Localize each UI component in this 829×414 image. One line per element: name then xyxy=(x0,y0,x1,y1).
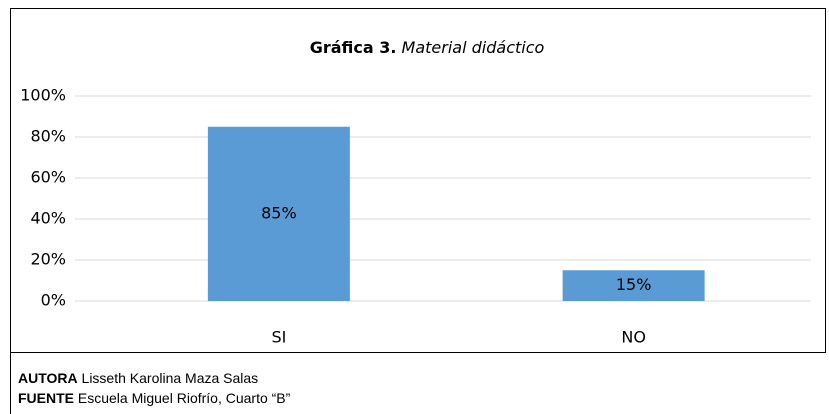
y-tick-label: 20% xyxy=(30,250,66,269)
chart-title: Gráfica 3. Material didáctico xyxy=(310,38,545,57)
value-label: 15% xyxy=(616,275,652,294)
y-tick-label: 100% xyxy=(20,86,66,105)
x-tick-label: NO xyxy=(621,328,646,347)
title-label: Gráfica 3. xyxy=(310,38,397,57)
source-line: FUENTE Escuela Miguel Riofrío, Cuarto “B… xyxy=(18,390,291,406)
x-tick-label: SI xyxy=(271,328,286,347)
bar xyxy=(207,126,350,301)
author-label: AUTORA xyxy=(18,370,78,386)
chart-border xyxy=(10,8,826,353)
bar xyxy=(562,270,705,301)
author-line: AUTORA Lisseth Karolina Maza Salas xyxy=(18,370,258,386)
author: Lisseth Karolina Maza Salas xyxy=(82,370,259,386)
y-tick-label: 0% xyxy=(41,291,66,310)
title-text: Material didáctico xyxy=(402,38,545,57)
source-label: FUENTE xyxy=(18,390,74,406)
value-label: 85% xyxy=(261,203,297,222)
source: Escuela Miguel Riofrío, Cuarto “B” xyxy=(78,390,291,406)
y-tick-label: 60% xyxy=(30,168,66,187)
y-tick-label: 40% xyxy=(30,209,66,228)
y-tick-label: 80% xyxy=(30,127,66,146)
